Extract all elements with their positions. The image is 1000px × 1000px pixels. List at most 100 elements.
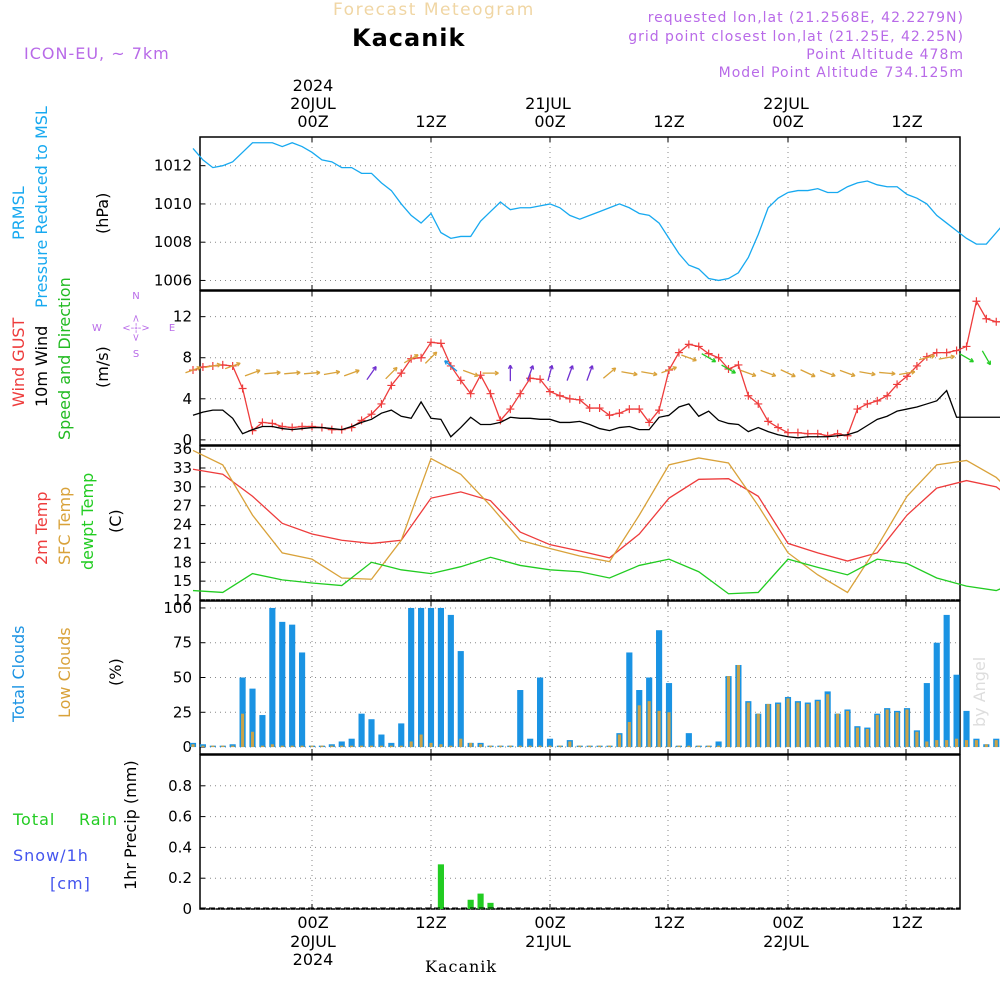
gust-marker — [793, 428, 802, 437]
wind-arrow-head — [969, 357, 974, 363]
bar-total-clouds — [953, 674, 960, 748]
gust-marker — [972, 297, 981, 306]
bar-low-clouds — [657, 710, 661, 748]
compass-vertical-arrow: <---> — [131, 314, 142, 342]
bar-total-clouds — [239, 677, 246, 748]
wind-arrow-head — [216, 362, 222, 368]
gust-marker — [456, 376, 465, 385]
bar-low-clouds — [578, 745, 582, 748]
y-tick-label: 25 — [173, 703, 192, 721]
bar-total-rain — [467, 899, 474, 909]
bar-low-clouds — [479, 744, 483, 748]
bar-total-clouds — [685, 733, 692, 748]
wind-arrow-head — [731, 369, 736, 374]
bar-low-clouds — [300, 745, 304, 748]
wind-arrow-head — [711, 357, 717, 363]
wind-arrow-head — [633, 371, 638, 377]
gust-marker — [714, 353, 723, 362]
bottom-hour-label-2: 12Z — [415, 913, 447, 932]
bar-total-clouds — [943, 614, 950, 748]
compass-n-label: N — [132, 291, 139, 302]
gust-marker — [585, 404, 594, 413]
gust-marker — [575, 395, 584, 404]
bar-low-clouds — [786, 698, 790, 748]
dewpt-label: dewpt Temp — [78, 473, 97, 570]
series-line-prmsl — [192, 142, 1000, 282]
bar-low-clouds — [201, 745, 205, 748]
bar-total-clouds — [259, 715, 266, 748]
wind-arrow-head — [751, 372, 757, 378]
panel-frame-0 — [199, 136, 961, 291]
wind-direction-arrow — [839, 369, 856, 377]
bar-total-clouds — [388, 742, 395, 748]
chart-title: Kacanik — [352, 24, 466, 52]
bar-low-clouds — [568, 741, 572, 748]
gust-marker — [704, 349, 713, 358]
wind-direction-arrow — [938, 355, 955, 360]
bar-low-clouds — [875, 715, 879, 748]
wind-arrow-head — [236, 361, 241, 367]
gust-marker — [625, 405, 634, 414]
wind-arrow-head — [444, 360, 449, 365]
bar-low-clouds — [528, 745, 532, 748]
bar-low-clouds — [865, 728, 869, 748]
wind-arrow-head — [392, 366, 398, 372]
wind-arrow-head — [548, 364, 554, 370]
gust-marker — [764, 417, 773, 426]
wind-arrow-head — [432, 351, 438, 357]
bar-low-clouds — [756, 713, 760, 748]
gust-marker — [387, 381, 396, 390]
y-tick-label: 21 — [173, 534, 192, 552]
gust-marker — [823, 431, 832, 440]
wind-direction-arrow — [444, 360, 458, 372]
bar-total-clouds — [418, 607, 425, 748]
wind-arrow-head — [891, 371, 896, 377]
gust-marker — [427, 338, 435, 347]
bar-low-clouds — [340, 745, 344, 748]
wind-arrow-head — [811, 372, 816, 378]
bar-low-clouds — [429, 742, 433, 748]
wind-direction-arrow — [981, 350, 991, 365]
wind-direction-arrow — [204, 363, 221, 368]
gust-marker — [595, 404, 604, 413]
bar-total-clouds — [378, 734, 385, 748]
bar-low-clouds — [469, 742, 473, 748]
wind-direction-arrow — [602, 367, 617, 379]
temp2m-label: 2m Temp — [32, 492, 51, 566]
y-tick-label: 30 — [173, 478, 192, 496]
bar-low-clouds — [637, 705, 641, 748]
bar-total-clouds — [933, 642, 940, 748]
wind-direction-arrow — [641, 371, 658, 376]
wind-direction-arrow — [918, 355, 935, 361]
y-tick-label: 0.6 — [168, 808, 192, 826]
y-tick-label: 0 — [182, 431, 192, 449]
gust-marker — [436, 339, 445, 348]
wind-arrow-head — [276, 370, 281, 376]
bar-low-clouds — [776, 703, 780, 748]
bar-low-clouds — [736, 664, 740, 748]
bar-low-clouds — [548, 745, 552, 748]
prmsl-desc-label: Pressure Reduced to MSL — [32, 106, 51, 308]
gust-marker — [417, 353, 426, 362]
bar-low-clouds — [280, 745, 284, 748]
y-tick-label: 1010 — [154, 195, 192, 213]
bar-low-clouds — [816, 701, 820, 748]
gust-marker — [774, 423, 783, 432]
y-tick-label: 0.8 — [168, 777, 192, 795]
bar-total-clouds — [408, 607, 415, 748]
bar-low-clouds — [994, 740, 998, 748]
bar-low-clouds — [836, 713, 840, 748]
series-line-sfc-temp — [192, 449, 1000, 594]
panel-frame-2 — [199, 445, 961, 601]
gust-marker — [486, 389, 495, 398]
wind-arrow-head — [196, 366, 202, 371]
y-tick-label: 1012 — [154, 157, 192, 175]
gust-marker — [853, 405, 862, 414]
bar-low-clouds — [538, 745, 542, 748]
wind-arrow-head — [255, 369, 261, 374]
bar-low-clouds — [935, 740, 939, 748]
bar-total-clouds — [279, 621, 286, 748]
gust-marker — [982, 314, 991, 323]
gust-marker — [912, 361, 921, 370]
gust-marker — [942, 348, 951, 357]
